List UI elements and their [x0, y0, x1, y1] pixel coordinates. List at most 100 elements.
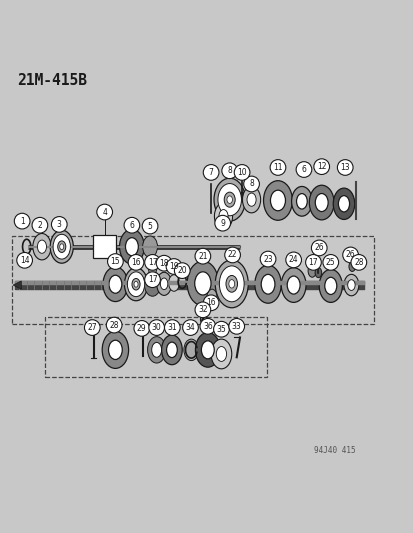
Text: 15: 15	[110, 257, 120, 266]
Text: 94J40 415: 94J40 415	[313, 447, 355, 456]
Circle shape	[107, 254, 123, 269]
Ellipse shape	[314, 268, 321, 278]
Text: 28: 28	[109, 320, 119, 329]
Ellipse shape	[201, 341, 214, 359]
Text: 17: 17	[147, 258, 157, 267]
Text: 7: 7	[208, 168, 213, 177]
Circle shape	[342, 247, 358, 263]
Ellipse shape	[270, 190, 285, 211]
Text: 14: 14	[20, 256, 29, 265]
Text: 8: 8	[249, 180, 253, 189]
Ellipse shape	[238, 192, 245, 202]
Ellipse shape	[134, 281, 138, 287]
Text: 6: 6	[129, 221, 134, 230]
Ellipse shape	[307, 264, 316, 277]
Ellipse shape	[200, 314, 206, 324]
Text: 16: 16	[206, 298, 216, 308]
Circle shape	[203, 295, 218, 311]
Text: 10: 10	[237, 168, 246, 177]
Text: 32: 32	[197, 305, 207, 314]
Ellipse shape	[206, 289, 216, 304]
Circle shape	[221, 163, 237, 179]
Text: 16: 16	[131, 258, 140, 267]
Ellipse shape	[216, 346, 226, 361]
Ellipse shape	[148, 262, 156, 274]
Bar	[45, 317, 266, 377]
Text: 13: 13	[339, 163, 349, 172]
Circle shape	[337, 160, 352, 175]
Ellipse shape	[211, 339, 231, 369]
Text: 26: 26	[313, 244, 323, 253]
Ellipse shape	[102, 332, 128, 368]
Ellipse shape	[309, 185, 333, 220]
Text: 9: 9	[220, 219, 225, 228]
Ellipse shape	[127, 272, 145, 297]
Circle shape	[213, 321, 229, 337]
Circle shape	[145, 272, 160, 287]
Ellipse shape	[315, 193, 328, 212]
Ellipse shape	[261, 274, 274, 294]
Circle shape	[142, 218, 157, 234]
Ellipse shape	[132, 278, 140, 290]
Ellipse shape	[291, 187, 311, 216]
Ellipse shape	[156, 272, 171, 295]
Text: 33: 33	[231, 322, 241, 331]
Ellipse shape	[287, 276, 299, 294]
Ellipse shape	[228, 280, 234, 288]
Text: 36: 36	[202, 322, 212, 331]
Circle shape	[134, 320, 149, 336]
Text: 27: 27	[87, 323, 97, 332]
Ellipse shape	[296, 193, 306, 209]
Circle shape	[97, 204, 112, 220]
Bar	[93, 236, 116, 258]
Circle shape	[148, 320, 164, 335]
Ellipse shape	[254, 265, 280, 303]
Ellipse shape	[161, 335, 182, 365]
Ellipse shape	[247, 193, 256, 206]
Text: 34: 34	[185, 323, 195, 332]
Circle shape	[234, 165, 249, 180]
Circle shape	[224, 247, 240, 263]
Circle shape	[269, 160, 285, 175]
Text: 11: 11	[273, 163, 282, 172]
Text: 23: 23	[263, 255, 272, 264]
Text: 22: 22	[227, 251, 237, 260]
Ellipse shape	[144, 271, 160, 296]
Text: 28: 28	[353, 258, 363, 267]
Circle shape	[182, 320, 198, 335]
Ellipse shape	[195, 333, 220, 367]
Text: 8: 8	[227, 166, 232, 175]
Text: 21: 21	[198, 252, 207, 261]
Ellipse shape	[263, 181, 292, 220]
Ellipse shape	[318, 269, 342, 302]
Ellipse shape	[103, 267, 128, 302]
Circle shape	[32, 217, 47, 233]
Text: 4: 4	[102, 207, 107, 216]
Ellipse shape	[53, 235, 70, 259]
Ellipse shape	[50, 230, 73, 263]
Circle shape	[260, 251, 275, 267]
Circle shape	[203, 165, 218, 180]
Text: 26: 26	[345, 251, 354, 260]
Circle shape	[106, 317, 122, 333]
Ellipse shape	[187, 261, 218, 306]
Circle shape	[350, 255, 366, 270]
Circle shape	[164, 320, 180, 335]
Ellipse shape	[183, 339, 198, 361]
Circle shape	[214, 215, 230, 231]
Circle shape	[313, 159, 329, 174]
Ellipse shape	[119, 229, 144, 264]
Ellipse shape	[224, 192, 235, 207]
Ellipse shape	[160, 278, 167, 289]
Text: 1: 1	[20, 216, 24, 225]
Text: 19: 19	[169, 262, 178, 271]
Text: 29: 29	[137, 324, 146, 333]
Ellipse shape	[218, 209, 228, 223]
Ellipse shape	[124, 268, 147, 301]
Circle shape	[166, 259, 181, 274]
Circle shape	[14, 213, 30, 229]
Ellipse shape	[225, 276, 237, 292]
Text: 30: 30	[152, 323, 161, 332]
Ellipse shape	[109, 275, 121, 293]
Circle shape	[195, 302, 210, 318]
